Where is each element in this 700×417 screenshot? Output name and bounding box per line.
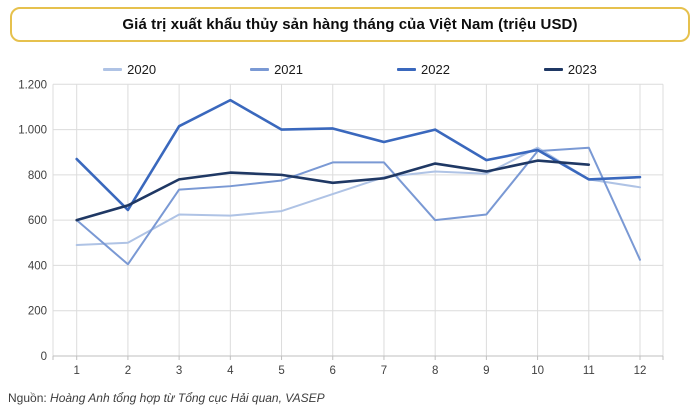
legend-item-2023: 2023 (543, 61, 597, 77)
x-tick-label: 5 (278, 365, 284, 377)
x-tick-label: 4 (227, 365, 234, 377)
legend-swatch-icon (250, 67, 270, 71)
legend-label: 2020 (127, 61, 157, 77)
legend-item-2022: 2022 (397, 62, 450, 77)
y-tick-label: 1.000 (18, 125, 47, 137)
x-tick-label: 6 (330, 365, 336, 377)
legend-label: 2022 (421, 61, 450, 77)
y-tick-label: 600 (28, 215, 47, 227)
x-tick-label: 7 (381, 365, 387, 377)
x-tick-label: 2 (125, 365, 131, 377)
source-text: Hoàng Anh tổng hợp từ Tổng cục Hải quan,… (50, 391, 325, 405)
series-line-2021 (75, 146, 642, 266)
x-tick-label: 11 (583, 365, 595, 377)
y-tick-label: 800 (28, 170, 47, 182)
chart-title: Giá trị xuất khẩu thủy sản hàng tháng củ… (122, 16, 578, 33)
legend-swatch-icon (543, 67, 563, 71)
y-tick-label: 400 (28, 260, 47, 272)
y-tick-label: 0 (41, 351, 47, 363)
legend-label: 2021 (274, 61, 303, 77)
source-note: Nguồn: Hoàng Anh tổng hợp từ Tổng cục Hả… (8, 391, 325, 405)
source-prefix: Nguồn: (8, 391, 51, 405)
x-tick-label: 3 (176, 365, 182, 377)
legend-swatch-icon (397, 67, 416, 71)
x-tick-label: 1 (73, 365, 79, 377)
chart-title-box: Giá trị xuất khẩu thủy sản hàng tháng củ… (10, 7, 690, 42)
series-line-2020 (75, 146, 642, 247)
legend-item-2021: 2021 (250, 62, 303, 77)
x-tick-label: 10 (531, 365, 544, 377)
x-tick-label: 9 (483, 365, 489, 377)
series-line-2023 (75, 159, 591, 222)
x-tick-label: 8 (432, 365, 438, 377)
series-line-2022 (75, 98, 642, 212)
legend: 2020 2021 2022 2023 (0, 59, 700, 79)
legend-item-2020: 2020 (103, 62, 156, 77)
legend-swatch-icon (103, 67, 123, 71)
y-tick-label: 200 (28, 306, 47, 318)
y-tick-label: 1.200 (18, 79, 47, 91)
legend-label: 2023 (567, 61, 597, 77)
x-tick-label: 12 (634, 365, 647, 377)
